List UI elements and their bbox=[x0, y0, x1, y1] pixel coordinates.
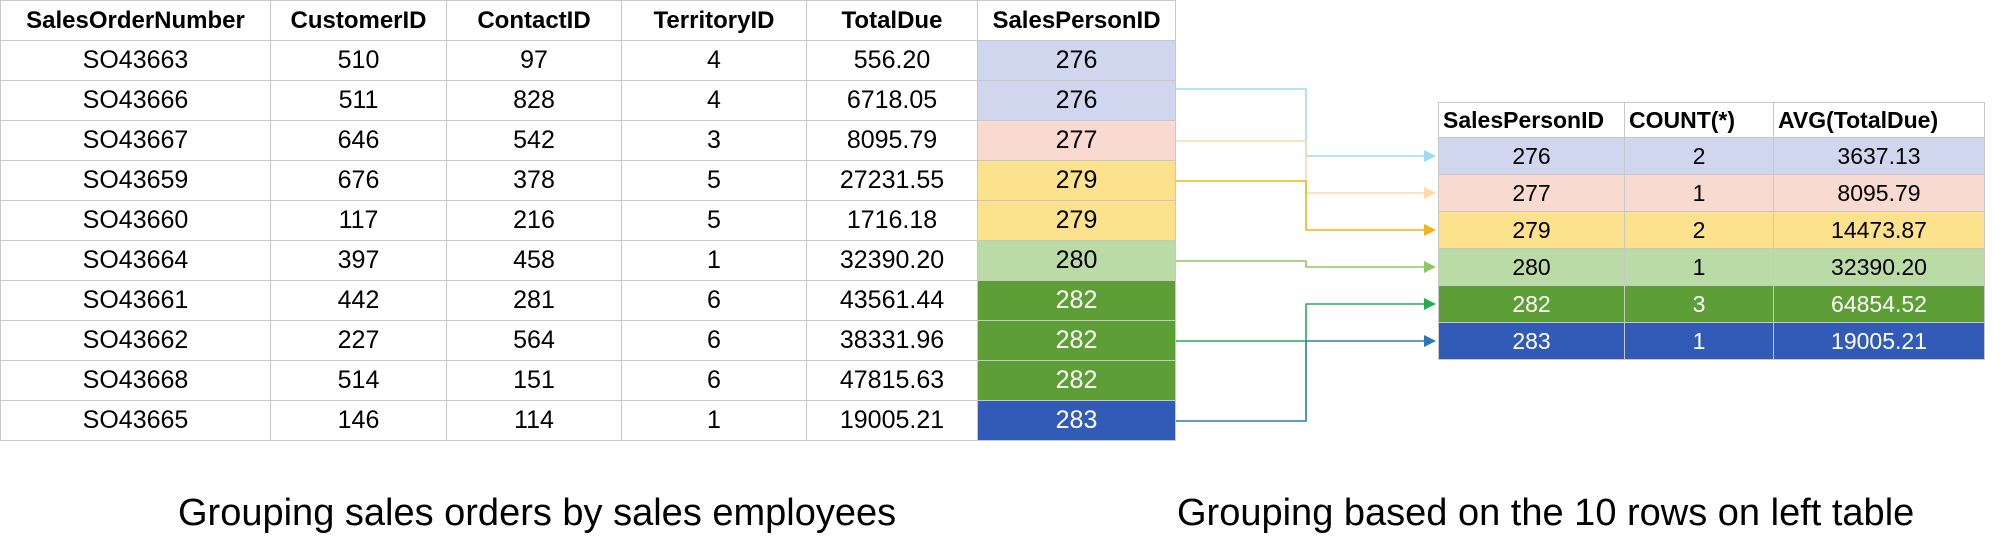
grouped-result-cell: 1 bbox=[1624, 174, 1774, 212]
sales-orders-cell: 146 bbox=[270, 400, 447, 441]
sales-orders-cell: 282 bbox=[977, 280, 1176, 321]
sales-orders-cell: 4 bbox=[621, 40, 807, 81]
connector-arrowhead-277 bbox=[1424, 187, 1436, 199]
sales-orders-row: SO43666 511 828 4 6718.05 276 bbox=[0, 80, 1176, 121]
sales-orders-cell: SO43659 bbox=[0, 160, 271, 201]
left-table-caption: Grouping sales orders by sales employees bbox=[178, 492, 897, 534]
grouped-result-row: 276 2 3637.13 bbox=[1438, 137, 1985, 175]
sales-orders-cell: 32390.20 bbox=[806, 240, 978, 281]
sales-orders-cell: 227 bbox=[270, 320, 447, 361]
sales-orders-cell: 151 bbox=[446, 360, 622, 401]
grouped-result-cell: 14473.87 bbox=[1773, 211, 1985, 249]
sales-orders-cell: 542 bbox=[446, 120, 622, 161]
sales-orders-cell: 1 bbox=[621, 240, 807, 281]
sales-orders-header-cell: ContactID bbox=[446, 0, 622, 41]
connector-line-282 bbox=[1176, 303, 1426, 342]
sales-orders-row: SO43664 397 458 1 32390.20 280 bbox=[0, 240, 1176, 281]
grouped-result-cell: 1 bbox=[1624, 322, 1774, 360]
grouped-result-cell: 279 bbox=[1438, 211, 1625, 249]
sales-orders-cell: 117 bbox=[270, 200, 447, 241]
sales-orders-row: SO43662 227 564 6 38331.96 282 bbox=[0, 320, 1176, 361]
grouped-result-cell: 64854.52 bbox=[1773, 285, 1985, 323]
grouped-result-cell: 3 bbox=[1624, 285, 1774, 323]
sales-orders-row: SO43665 146 114 1 19005.21 283 bbox=[0, 400, 1176, 441]
sales-orders-row: SO43667 646 542 3 8095.79 277 bbox=[0, 120, 1176, 161]
sales-orders-table: SalesOrderNumber CustomerID ContactID Terri… bbox=[0, 0, 1176, 441]
sales-orders-cell: 6718.05 bbox=[806, 80, 978, 121]
connector-arrowhead-280 bbox=[1424, 261, 1436, 273]
sales-orders-cell: 114 bbox=[446, 400, 622, 441]
sales-orders-cell: 378 bbox=[446, 160, 622, 201]
grouped-result-cell: 1 bbox=[1624, 248, 1774, 286]
sales-orders-cell: 277 bbox=[977, 120, 1176, 161]
sales-orders-row: SO43660 117 216 5 1716.18 279 bbox=[0, 200, 1176, 241]
sales-orders-cell: 19005.21 bbox=[806, 400, 978, 441]
grouped-result-header-cell: SalesPersonID bbox=[1438, 102, 1625, 138]
connector-arrowhead-279 bbox=[1424, 224, 1436, 236]
sales-orders-cell: 556.20 bbox=[806, 40, 978, 81]
sales-orders-cell: 43561.44 bbox=[806, 280, 978, 321]
sales-orders-cell: 282 bbox=[977, 360, 1176, 401]
grouped-result-cell: 280 bbox=[1438, 248, 1625, 286]
sales-orders-cell: SO43665 bbox=[0, 400, 271, 441]
sales-orders-cell: 1716.18 bbox=[806, 200, 978, 241]
sales-orders-header-cell: SalesOrderNumber bbox=[0, 0, 271, 41]
grouped-result-row: 283 1 19005.21 bbox=[1438, 322, 1985, 360]
right-table-caption: Grouping based on the 10 rows on left ta… bbox=[1177, 492, 1915, 534]
connector-arrowhead-276 bbox=[1424, 150, 1436, 162]
sales-orders-cell: 38331.96 bbox=[806, 320, 978, 361]
grouped-result-cell: 32390.20 bbox=[1773, 248, 1985, 286]
connector-arrowhead-283 bbox=[1424, 335, 1436, 347]
sales-orders-cell: 27231.55 bbox=[806, 160, 978, 201]
sales-orders-cell: 47815.63 bbox=[806, 360, 978, 401]
sales-orders-cell: 276 bbox=[977, 40, 1176, 81]
grouped-result-header-cell: AVG(TotalDue) bbox=[1773, 102, 1985, 138]
sales-orders-cell: 514 bbox=[270, 360, 447, 401]
sales-orders-cell: 276 bbox=[977, 80, 1176, 121]
sales-orders-cell: 676 bbox=[270, 160, 447, 201]
sales-orders-row: SO43668 514 151 6 47815.63 282 bbox=[0, 360, 1176, 401]
sales-orders-cell: 283 bbox=[977, 400, 1176, 441]
sales-orders-cell: SO43662 bbox=[0, 320, 271, 361]
grouped-result-header-row: SalesPersonID COUNT(*) AVG(TotalDue) bbox=[1438, 102, 1985, 138]
sales-orders-cell: SO43660 bbox=[0, 200, 271, 241]
sales-orders-cell: 8095.79 bbox=[806, 120, 978, 161]
sales-orders-header-cell: SalesPersonID bbox=[977, 0, 1176, 41]
connector-line-283 bbox=[1176, 340, 1426, 422]
grouped-result-cell: 276 bbox=[1438, 137, 1625, 175]
sales-orders-cell: 5 bbox=[621, 200, 807, 241]
sales-orders-cell: 279 bbox=[977, 160, 1176, 201]
sales-orders-cell: 442 bbox=[270, 280, 447, 321]
grouped-result-cell: 2 bbox=[1624, 211, 1774, 249]
sales-orders-cell: 6 bbox=[621, 280, 807, 321]
connector-line-280 bbox=[1176, 260, 1426, 268]
sales-orders-cell: 458 bbox=[446, 240, 622, 281]
sales-orders-cell: 1 bbox=[621, 400, 807, 441]
sales-orders-cell: SO43667 bbox=[0, 120, 271, 161]
connector-arrowhead-282 bbox=[1424, 298, 1436, 310]
grouped-result-header-cell: COUNT(*) bbox=[1624, 102, 1774, 138]
connector-line-276 bbox=[1176, 88, 1426, 157]
sales-orders-row: SO43661 442 281 6 43561.44 282 bbox=[0, 280, 1176, 321]
grouped-result-cell: 283 bbox=[1438, 322, 1625, 360]
sales-orders-cell: 6 bbox=[621, 320, 807, 361]
connector-line-279 bbox=[1176, 180, 1426, 231]
grouped-result-row: 280 1 32390.20 bbox=[1438, 248, 1985, 286]
sales-orders-row: SO43659 676 378 5 27231.55 279 bbox=[0, 160, 1176, 201]
sales-orders-cell: SO43666 bbox=[0, 80, 271, 121]
connector-line-277 bbox=[1176, 140, 1426, 194]
grouped-result-table: SalesPersonID COUNT(*) AVG(TotalDue) 276 2 3… bbox=[1438, 102, 1985, 360]
grouped-result-cell: 277 bbox=[1438, 174, 1625, 212]
grouped-result-cell: 3637.13 bbox=[1773, 137, 1985, 175]
sales-orders-cell: 279 bbox=[977, 200, 1176, 241]
sales-orders-header-cell: CustomerID bbox=[270, 0, 447, 41]
grouped-result-cell: 19005.21 bbox=[1773, 322, 1985, 360]
grouped-result-row: 279 2 14473.87 bbox=[1438, 211, 1985, 249]
sales-orders-cell: 5 bbox=[621, 160, 807, 201]
grouped-result-cell: 2 bbox=[1624, 137, 1774, 175]
sales-orders-cell: 828 bbox=[446, 80, 622, 121]
